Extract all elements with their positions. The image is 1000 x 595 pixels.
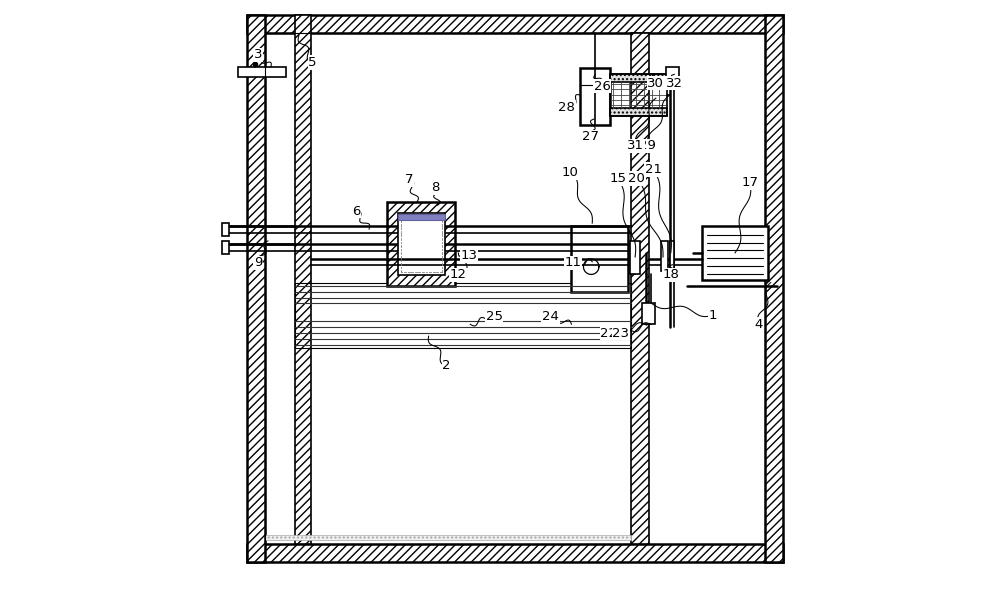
- Text: 27: 27: [582, 130, 599, 143]
- Text: 11: 11: [565, 256, 582, 270]
- Text: 26: 26: [594, 80, 611, 93]
- Text: 22: 22: [600, 327, 617, 340]
- Bar: [571, 226, 628, 292]
- Text: 4: 4: [755, 318, 763, 331]
- Bar: [295, 15, 311, 544]
- Bar: [610, 108, 667, 116]
- Bar: [580, 68, 610, 125]
- Text: 17: 17: [741, 176, 758, 189]
- Bar: [295, 283, 631, 348]
- Text: 1: 1: [709, 309, 717, 322]
- Text: 29: 29: [639, 139, 656, 152]
- Bar: [661, 241, 668, 271]
- Text: 5: 5: [308, 56, 317, 69]
- Text: 30: 30: [647, 77, 664, 90]
- Text: 8: 8: [432, 181, 440, 194]
- Text: 15: 15: [609, 172, 626, 185]
- Bar: [222, 241, 229, 254]
- Text: 13: 13: [461, 249, 478, 262]
- Bar: [702, 226, 768, 280]
- Bar: [670, 241, 674, 271]
- Bar: [398, 213, 445, 275]
- Text: 6: 6: [352, 205, 360, 218]
- Bar: [238, 67, 286, 77]
- Bar: [666, 67, 679, 80]
- Text: 23: 23: [612, 327, 629, 340]
- Text: 7: 7: [405, 173, 414, 186]
- Bar: [247, 15, 783, 33]
- Text: 32: 32: [666, 77, 683, 90]
- Text: 20: 20: [628, 172, 645, 185]
- Text: 21: 21: [645, 163, 662, 176]
- Bar: [247, 15, 265, 562]
- Bar: [398, 214, 445, 220]
- Bar: [610, 74, 667, 82]
- Bar: [222, 223, 229, 236]
- Text: 12: 12: [450, 268, 467, 281]
- Bar: [265, 535, 631, 540]
- Text: 24: 24: [542, 310, 559, 323]
- Bar: [631, 33, 649, 544]
- Bar: [765, 15, 783, 562]
- Bar: [630, 241, 640, 274]
- Text: 2: 2: [442, 359, 451, 372]
- Bar: [642, 303, 655, 324]
- Bar: [610, 74, 667, 116]
- Text: 9: 9: [254, 256, 262, 270]
- Text: 25: 25: [486, 310, 503, 323]
- Text: 10: 10: [562, 166, 579, 179]
- Text: 31: 31: [627, 139, 644, 152]
- Text: 28: 28: [558, 101, 575, 114]
- Bar: [247, 544, 783, 562]
- Text: 3: 3: [254, 48, 262, 61]
- Text: 18: 18: [663, 268, 680, 281]
- Bar: [387, 202, 455, 286]
